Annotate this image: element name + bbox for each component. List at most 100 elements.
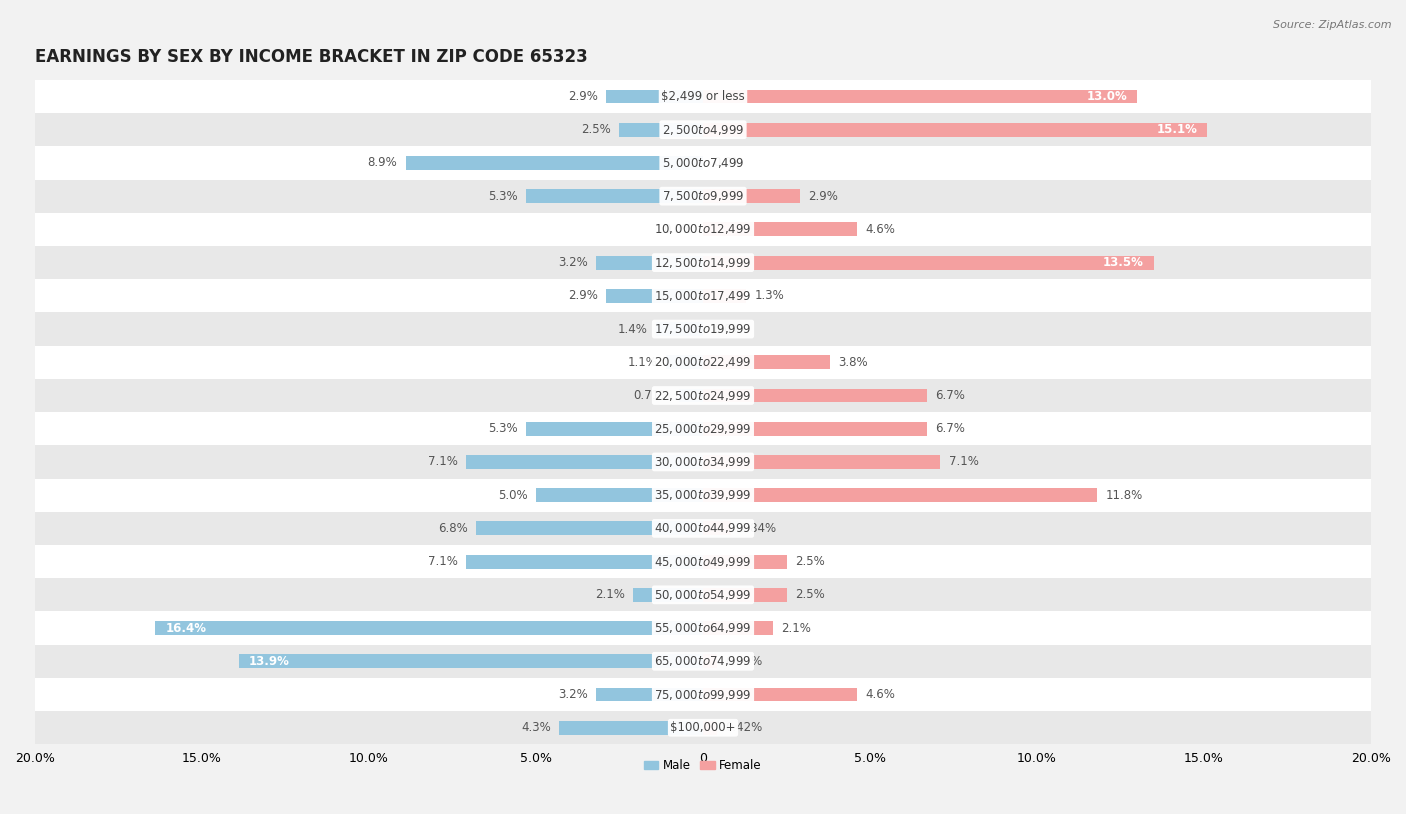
Text: 0.0%: 0.0% (664, 223, 693, 236)
Text: 2.1%: 2.1% (782, 622, 811, 635)
Text: 2.9%: 2.9% (568, 289, 598, 302)
Bar (703, 688, 856, 702)
Text: 0.42%: 0.42% (725, 721, 762, 734)
Bar (239, 654, 703, 668)
Bar (536, 488, 703, 502)
Text: 6.7%: 6.7% (935, 389, 965, 402)
Text: 1.3%: 1.3% (755, 289, 785, 302)
Bar (475, 522, 703, 536)
Text: 2.1%: 2.1% (595, 589, 624, 602)
Text: $2,499 or less: $2,499 or less (661, 90, 745, 103)
Text: $5,000 to $7,499: $5,000 to $7,499 (662, 156, 744, 170)
Text: 11.8%: 11.8% (1105, 488, 1143, 501)
Bar (35, 711, 1371, 744)
Text: $17,500 to $19,999: $17,500 to $19,999 (654, 322, 752, 336)
Bar (606, 90, 703, 103)
Text: 3.8%: 3.8% (838, 356, 868, 369)
Bar (703, 621, 773, 635)
Text: 1.4%: 1.4% (619, 322, 648, 335)
Bar (35, 678, 1371, 711)
Text: 0.42%: 0.42% (725, 654, 762, 667)
Text: 13.0%: 13.0% (1087, 90, 1128, 103)
Text: $2,500 to $4,999: $2,500 to $4,999 (662, 123, 744, 137)
Text: $10,000 to $12,499: $10,000 to $12,499 (654, 222, 752, 236)
Bar (633, 588, 703, 602)
Text: 4.6%: 4.6% (865, 223, 894, 236)
Text: 1.1%: 1.1% (628, 356, 658, 369)
Bar (35, 313, 1371, 346)
Text: 5.3%: 5.3% (488, 422, 517, 435)
Text: $55,000 to $64,999: $55,000 to $64,999 (654, 621, 752, 635)
Bar (606, 289, 703, 303)
Text: 6.7%: 6.7% (935, 422, 965, 435)
Text: $22,500 to $24,999: $22,500 to $24,999 (654, 388, 752, 402)
Text: $12,500 to $14,999: $12,500 to $14,999 (654, 256, 752, 269)
Bar (703, 522, 731, 536)
Bar (35, 479, 1371, 512)
Bar (657, 322, 703, 336)
Text: $40,000 to $44,999: $40,000 to $44,999 (654, 522, 752, 536)
Text: 2.9%: 2.9% (808, 190, 838, 203)
Text: 5.3%: 5.3% (488, 190, 517, 203)
Bar (155, 621, 703, 635)
Text: 16.4%: 16.4% (166, 622, 207, 635)
Text: 13.5%: 13.5% (1104, 256, 1144, 269)
Bar (35, 379, 1371, 412)
Text: $25,000 to $29,999: $25,000 to $29,999 (654, 422, 752, 435)
Legend: Male, Female: Male, Female (640, 755, 766, 777)
Bar (703, 189, 800, 204)
Bar (35, 645, 1371, 678)
Bar (703, 455, 941, 469)
Bar (526, 422, 703, 435)
Bar (465, 554, 703, 569)
Bar (703, 588, 786, 602)
Text: 2.5%: 2.5% (794, 555, 824, 568)
Bar (596, 688, 703, 702)
Text: $15,000 to $17,499: $15,000 to $17,499 (654, 289, 752, 303)
Text: 8.9%: 8.9% (367, 156, 398, 169)
Bar (703, 554, 786, 569)
Bar (703, 720, 717, 735)
Text: 0.71%: 0.71% (634, 389, 671, 402)
Text: $7,500 to $9,999: $7,500 to $9,999 (662, 189, 744, 204)
Bar (560, 720, 703, 735)
Text: 4.6%: 4.6% (865, 688, 894, 701)
Text: 7.1%: 7.1% (427, 456, 457, 468)
Bar (35, 512, 1371, 545)
Text: EARNINGS BY SEX BY INCOME BRACKET IN ZIP CODE 65323: EARNINGS BY SEX BY INCOME BRACKET IN ZIP… (35, 47, 588, 66)
Bar (703, 123, 1208, 137)
Text: 0.84%: 0.84% (740, 522, 776, 535)
Bar (703, 355, 830, 370)
Bar (35, 578, 1371, 611)
Text: $20,000 to $22,499: $20,000 to $22,499 (654, 355, 752, 370)
Text: Source: ZipAtlas.com: Source: ZipAtlas.com (1274, 20, 1392, 30)
Bar (35, 611, 1371, 645)
Text: 3.2%: 3.2% (558, 256, 588, 269)
Text: $30,000 to $34,999: $30,000 to $34,999 (654, 455, 752, 469)
Bar (703, 422, 927, 435)
Text: $75,000 to $99,999: $75,000 to $99,999 (654, 688, 752, 702)
Text: 3.2%: 3.2% (558, 688, 588, 701)
Bar (679, 388, 703, 402)
Bar (620, 123, 703, 137)
Bar (35, 212, 1371, 246)
Bar (703, 654, 717, 668)
Bar (703, 289, 747, 303)
Bar (666, 355, 703, 370)
Text: 0.0%: 0.0% (713, 156, 742, 169)
Bar (596, 256, 703, 269)
Bar (406, 156, 703, 170)
Text: 0.0%: 0.0% (713, 322, 742, 335)
Text: $100,000+: $100,000+ (671, 721, 735, 734)
Text: 2.5%: 2.5% (582, 123, 612, 136)
Bar (35, 445, 1371, 479)
Text: 2.9%: 2.9% (568, 90, 598, 103)
Text: 5.0%: 5.0% (498, 488, 527, 501)
Bar (526, 189, 703, 204)
Bar (703, 256, 1154, 269)
Text: $45,000 to $49,999: $45,000 to $49,999 (654, 554, 752, 569)
Bar (35, 180, 1371, 212)
Bar (35, 412, 1371, 445)
Text: $50,000 to $54,999: $50,000 to $54,999 (654, 588, 752, 602)
Bar (465, 455, 703, 469)
